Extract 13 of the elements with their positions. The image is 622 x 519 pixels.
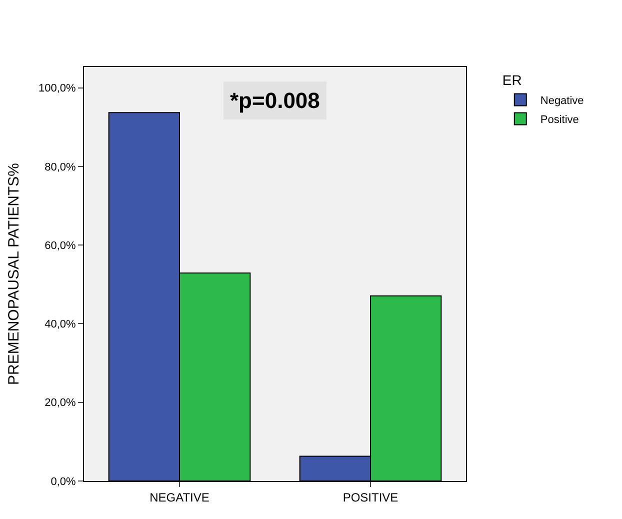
y-tick-label: 60,0%: [44, 240, 76, 252]
y-tick-label: 0,0%: [50, 476, 76, 488]
y-tick-label: 80,0%: [44, 161, 76, 174]
x-tick-label: NEGATIVE: [150, 490, 210, 504]
legend-title: ER: [502, 72, 522, 88]
x-tick-label: POSITIVE: [342, 490, 398, 504]
y-tick-label: 20,0%: [44, 397, 76, 410]
legend-label: Negative: [540, 94, 584, 107]
legend-label: Positive: [540, 114, 579, 126]
y-tick-label: 40,0%: [44, 318, 76, 331]
y-tick-label: 100,0%: [38, 82, 76, 95]
annotation: *p=0.008: [230, 88, 320, 113]
y-axis-title: PREMENOPAUSAL PATIENTS%: [6, 163, 23, 385]
